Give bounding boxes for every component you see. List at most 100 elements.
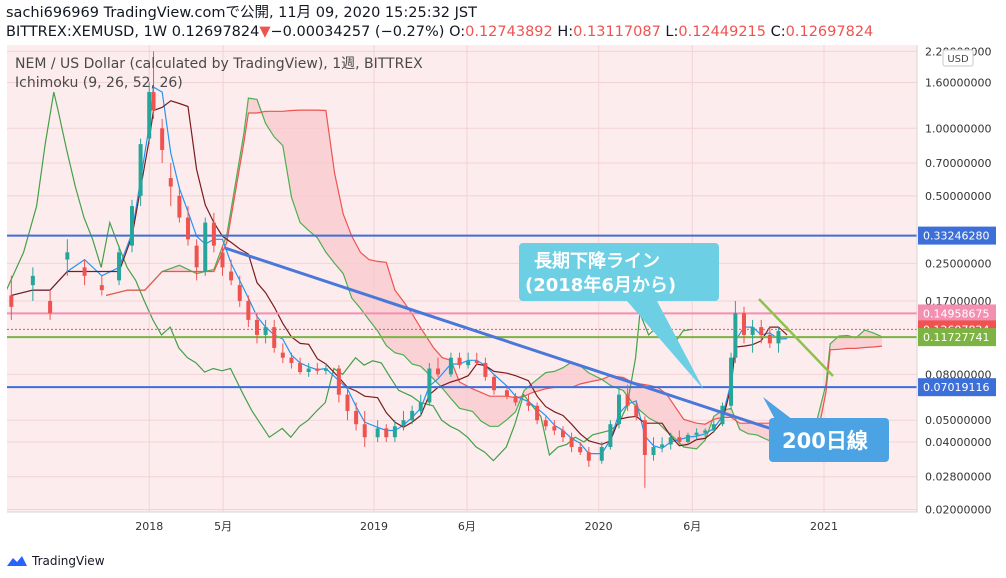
time-tick-label: 2020 [585, 520, 613, 533]
candle-body [733, 313, 738, 358]
candle-body [729, 357, 734, 406]
candle-body [418, 402, 423, 411]
price-line-badge [918, 304, 996, 323]
price-tick-label: 0.05000000 [925, 414, 991, 427]
price-tick-label: 0.02000000 [925, 504, 991, 517]
candle-body [552, 426, 557, 431]
candle-body [513, 396, 518, 403]
candle-body [703, 430, 708, 433]
candle-body [401, 420, 406, 427]
candle-body [9, 295, 14, 307]
candle-body [306, 368, 311, 373]
time-tick-label: 2019 [360, 520, 388, 533]
short-downtrend-line[interactable] [758, 298, 834, 377]
chart-container[interactable]: 長期下降ライン (2018年6月から) 200日線 NEM / US Dolla… [0, 45, 1001, 550]
callout-pointer [627, 301, 704, 390]
candle-body [237, 285, 242, 301]
time-tick-label: 6月 [458, 520, 476, 533]
candle-body [315, 368, 320, 371]
candle-body [625, 394, 630, 406]
footer: TradingView [6, 552, 105, 570]
candle-body [99, 285, 104, 291]
price-line-badge [918, 378, 996, 397]
candle-body [677, 437, 682, 442]
candle-body [30, 275, 35, 286]
candle-body [586, 452, 591, 461]
price-axis[interactable]: 2.200000001.600000001.000000000.70000000… [918, 45, 996, 517]
candle-body [392, 426, 397, 438]
kijun-sen-line [11, 100, 788, 447]
brand-name[interactable]: TradingView [32, 554, 105, 568]
legend-indicator: Ichimoku (9, 26, 52, 26) [15, 75, 183, 91]
ma-callout-pointer [763, 397, 797, 423]
candle-body [526, 402, 531, 406]
high-label: H: [557, 24, 574, 40]
candle-body [186, 217, 191, 240]
candle-body [362, 424, 367, 438]
change-value: −0.00034257 (−0.27%) [270, 24, 445, 40]
high-value: 0.13117087 [573, 24, 661, 40]
low-label: L: [665, 24, 679, 40]
candle-body [457, 357, 462, 366]
candle-body [617, 394, 622, 425]
long-term-downtrend-line[interactable] [224, 246, 773, 431]
candle-body [203, 222, 208, 272]
candles [9, 51, 790, 488]
publish-info: sachi696969 TradingView.comで公開, 11月 09, … [6, 5, 477, 21]
price-line-label: 0.14958675 [923, 307, 989, 320]
candle-body [82, 267, 87, 276]
candle-body [211, 222, 216, 246]
legend-title: NEM / US Dollar (calculated by TradingVi… [15, 56, 423, 72]
candle-body [384, 428, 389, 438]
currency-label: USD [947, 54, 969, 65]
price-line-label: 0.07019116 [923, 381, 989, 394]
candle-body [741, 313, 746, 335]
time-axis[interactable]: 2018 5月 2019 6月 2020 6月 2021 [135, 520, 838, 533]
ohlc-line: BITTREX:XEMUSD, 1W 0.12697824▼−0.0003425… [6, 23, 873, 42]
candle-body [336, 368, 341, 395]
symbol-info: BITTREX:XEMUSD, 1W 0.12697824 [6, 24, 260, 40]
time-tick-label: 2018 [135, 520, 163, 533]
time-tick-label: 5月 [214, 520, 232, 533]
candle-body [492, 376, 497, 391]
tradingview-logo-icon [7, 556, 27, 566]
price-tick-label: 0.50000000 [925, 190, 991, 203]
trendline-callout [519, 243, 719, 301]
price-tick-label: 1.60000000 [925, 76, 991, 89]
candle-body [160, 128, 165, 151]
candle-body [147, 92, 152, 139]
candle-body [668, 437, 673, 445]
candle-body [151, 92, 156, 111]
candle-body [767, 334, 772, 344]
candle-body [759, 327, 764, 335]
candle-body [578, 446, 583, 453]
candle-body [535, 405, 540, 421]
candle-body [345, 394, 350, 411]
ma-callout [769, 418, 889, 462]
candle-body [599, 446, 604, 461]
candle-body [466, 360, 471, 366]
price-tick-label: 1.00000000 [925, 122, 991, 135]
candle-body [720, 405, 725, 425]
drawings: 長期下降ライン (2018年6月から) 200日線 [224, 243, 889, 462]
candle-body [569, 437, 574, 447]
trendline-label-1: 長期下降ライン [534, 250, 660, 272]
candle-body [254, 319, 259, 335]
price-line-badge [918, 328, 996, 347]
candle-body [117, 252, 122, 281]
candle-body [289, 357, 294, 363]
price-chart[interactable]: 長期下降ライン (2018年6月から) 200日線 NEM / US Dolla… [0, 45, 1001, 550]
open-label: O: [449, 24, 466, 40]
ichimoku-cloud [106, 98, 882, 449]
candle-body [427, 368, 432, 403]
low-value: 0.12449215 [678, 24, 767, 40]
price-tick-label: 0.04000000 [925, 436, 991, 449]
candle-body [474, 360, 479, 363]
candle-body [129, 206, 134, 246]
candle-body [651, 446, 656, 455]
candle-body [220, 252, 225, 268]
price-line-label: 0.33246280 [923, 230, 989, 243]
close-value: 0.12697824 [785, 24, 874, 40]
candle-body [280, 352, 285, 358]
candle-body [448, 357, 453, 375]
